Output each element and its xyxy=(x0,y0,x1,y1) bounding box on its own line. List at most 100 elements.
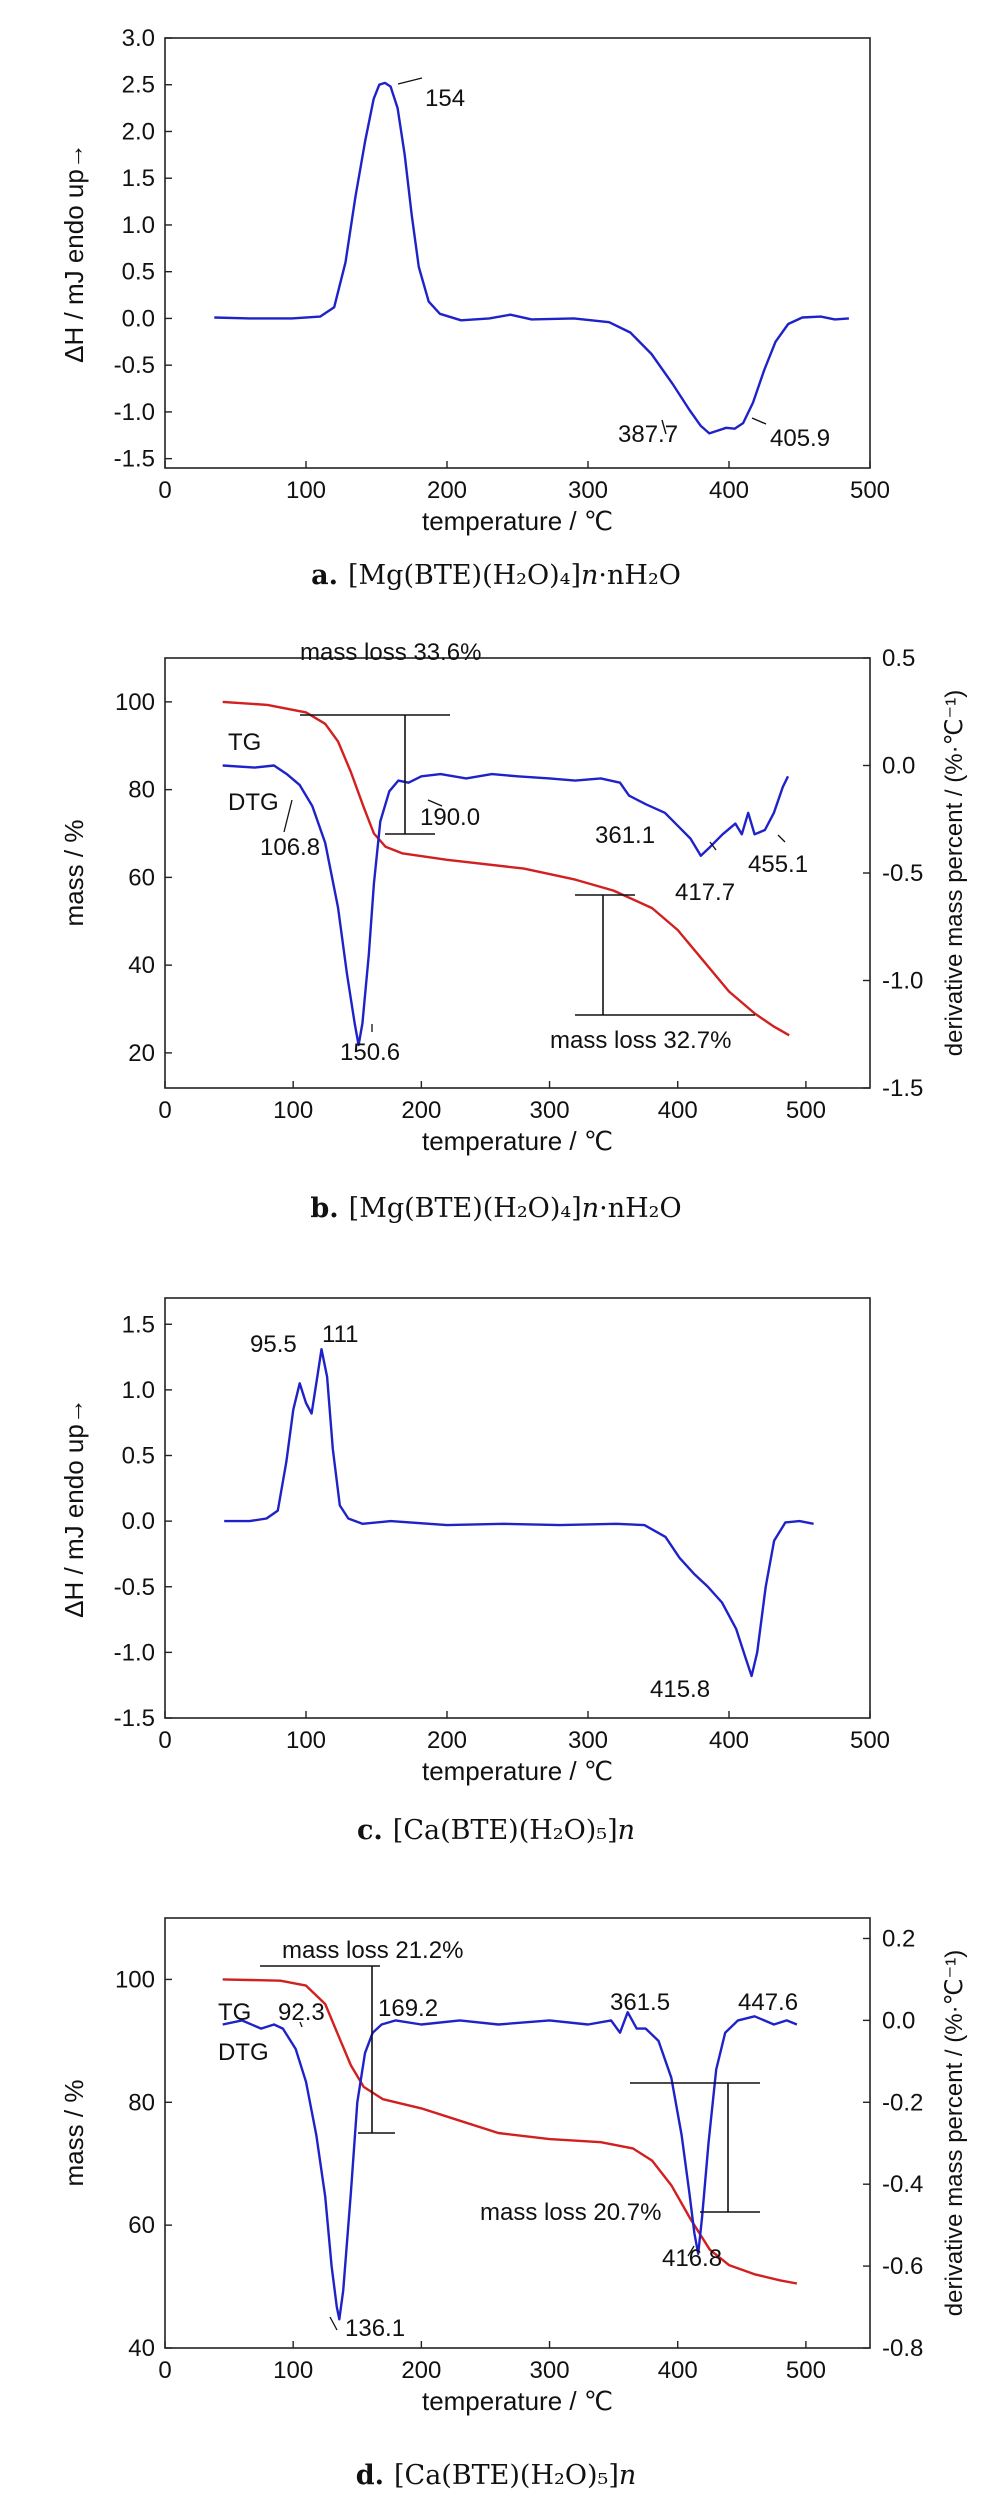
annotation-label: 92.3 xyxy=(278,1999,325,2026)
annotation-label: 136.1 xyxy=(345,2315,405,2342)
y-tick-label: 1.5 xyxy=(122,1311,155,1338)
annotation-label: 416.8 xyxy=(662,2245,722,2272)
series-line-dsc xyxy=(224,1348,814,1678)
leader-line xyxy=(777,834,786,843)
caption-a: a. [Mg(BTE)(H₂O)₄]n·nH₂O xyxy=(311,560,681,591)
series-line-dtg xyxy=(222,2011,798,2321)
y-tick-label: 0.5 xyxy=(122,1443,155,1470)
x-tick-label: 500 xyxy=(786,1097,826,1124)
y-tick-label: -1.5 xyxy=(114,1705,155,1732)
y-tick-label: 20 xyxy=(128,1040,155,1067)
series-line-dsc xyxy=(214,81,849,435)
x-tick-label: 500 xyxy=(786,2357,826,2384)
y-axis-label: ΔH / mJ endo up→ xyxy=(59,143,89,363)
leader-line xyxy=(283,799,293,833)
annotation-label: mass loss 33.6% xyxy=(300,639,481,666)
caption-d: d. [Ca(BTE)(H₂O)₅]n xyxy=(355,2460,637,2491)
annotation-label: TG xyxy=(218,1999,251,2026)
x-tick-label: 100 xyxy=(273,2357,313,2384)
x-tick-label: 0 xyxy=(158,2357,171,2384)
annotation-label: DTG xyxy=(228,789,279,816)
y-tick-label: 60 xyxy=(128,2212,155,2239)
annotation-label: 106.8 xyxy=(260,834,320,861)
x-axis-label: temperature / ℃ xyxy=(422,1126,613,1156)
x-tick-label: 0 xyxy=(158,1727,171,1754)
chart-c: 0 100 200 300 400 500 1.5 1.0 0.5 0.0 -0.5 -1.0 -1.5… xyxy=(59,1297,890,1786)
x-tick-label: 300 xyxy=(530,1097,570,1124)
annotation-label: 361.1 xyxy=(595,822,655,849)
series-line-tg xyxy=(222,700,790,1037)
caption-b: b. [Mg(BTE)(H₂O)₄]n·nH₂O xyxy=(310,1193,682,1224)
y2-tick-label: 0.0 xyxy=(882,2007,915,2034)
y-tick-label: 80 xyxy=(128,777,155,804)
x-tick-label: 400 xyxy=(658,2357,698,2384)
x-tick-label: 100 xyxy=(286,477,326,504)
y-tick-label: 3.0 xyxy=(122,25,155,52)
plot-frame xyxy=(164,1297,871,1719)
y-tick-label: 0.0 xyxy=(122,1508,155,1535)
x-tick-label: 100 xyxy=(286,1727,326,1754)
y-tick-label: 2.0 xyxy=(122,118,155,145)
leader-line xyxy=(751,417,767,425)
leader-line xyxy=(329,2316,338,2331)
y-tick-label: 2.5 xyxy=(122,72,155,99)
y-tick-label: 100 xyxy=(115,689,155,716)
y-tick-label: 1.0 xyxy=(122,212,155,239)
y-axis-label: mass / % xyxy=(59,2080,89,2187)
x-tick-label: 400 xyxy=(709,477,749,504)
caption-d-formula: Ca(BTE)(H₂O)₅ xyxy=(404,2460,609,2491)
x-tick-label: 200 xyxy=(427,1727,467,1754)
y-tick-label: 1.0 xyxy=(122,1377,155,1404)
caption-a-label: a. xyxy=(311,560,338,591)
panel-c: 0 100 200 300 400 500 1.5 1.0 0.5 0.0 -0.5 -1.0 -1.5… xyxy=(0,1260,992,1880)
series-line-dtg xyxy=(222,764,790,1047)
y-tick-label: 0.5 xyxy=(122,259,155,286)
plot-frame xyxy=(164,1917,871,2349)
y2-tick-label: -0.8 xyxy=(882,2335,923,2362)
caption-b-formula: Mg(BTE)(H₂O)₄ xyxy=(359,1193,572,1224)
leader-line xyxy=(397,77,423,85)
x-tick-label: 500 xyxy=(850,1727,890,1754)
y-tick-label: 80 xyxy=(128,2089,155,2116)
annotation-label: 361.5 xyxy=(610,1989,670,2016)
x-tick-label: 300 xyxy=(568,477,608,504)
y2-tick-label: 0.5 xyxy=(882,645,915,672)
y-tick-label: 40 xyxy=(128,2335,155,2362)
y2-tick-label: -1.5 xyxy=(882,1075,923,1102)
annotation-label: 95.5 xyxy=(250,1331,297,1358)
y2-axis-label: derivative mass percent / (%·℃⁻¹) xyxy=(941,690,968,1056)
x-axis-label: temperature / ℃ xyxy=(422,506,613,536)
y-tick-label: 40 xyxy=(128,952,155,979)
x-axis-label: temperature / ℃ xyxy=(422,1756,613,1786)
annotation-label: 447.6 xyxy=(738,1989,798,2016)
y-tick-label: -0.5 xyxy=(114,352,155,379)
y2-tick-label: 0.0 xyxy=(882,753,915,780)
annotation-label: DTG xyxy=(218,2039,269,2066)
panel-d: 0 100 200 300 400 500 100 80 60 40 0.2 0.0 -0.2 -0.4 -… xyxy=(0,1880,992,2520)
x-tick-label: 100 xyxy=(273,1097,313,1124)
y2-tick-label: -1.0 xyxy=(882,968,923,995)
leader-line xyxy=(687,2245,695,2257)
x-tick-label: 0 xyxy=(158,1097,171,1124)
leader-line xyxy=(299,2021,303,2028)
annotation-label: 415.8 xyxy=(650,1676,710,1703)
x-tick-label: 400 xyxy=(658,1097,698,1124)
annotation-label: 169.2 xyxy=(378,1995,438,2022)
annotation-label: 154 xyxy=(425,85,465,112)
caption-a-formula: Mg(BTE)(H₂O)₄ xyxy=(358,560,571,591)
annotation-label: 190.0 xyxy=(420,804,480,831)
x-tick-label: 500 xyxy=(850,477,890,504)
annotation-label: 150.6 xyxy=(340,1039,400,1066)
annotation-label: 387.7 xyxy=(618,421,678,448)
annotation-label: 405.9 xyxy=(770,425,830,452)
y-tick-label: -1.0 xyxy=(114,1639,155,1666)
x-tick-label: 300 xyxy=(568,1727,608,1754)
y-tick-label: 60 xyxy=(128,864,155,891)
plot-frame xyxy=(164,37,871,469)
y2-tick-label: -0.2 xyxy=(882,2089,923,2116)
annotation-label: mass loss 20.7% xyxy=(480,2199,661,2226)
y-tick-label: 0.0 xyxy=(122,305,155,332)
chart-b: 0 100 200 300 400 500 100 80 60 40 20 0.5 0.0 -0.5 -1.… xyxy=(59,639,968,1156)
y2-tick-label: 0.2 xyxy=(882,1925,915,1952)
annotation-label: 111 xyxy=(322,1321,358,1348)
